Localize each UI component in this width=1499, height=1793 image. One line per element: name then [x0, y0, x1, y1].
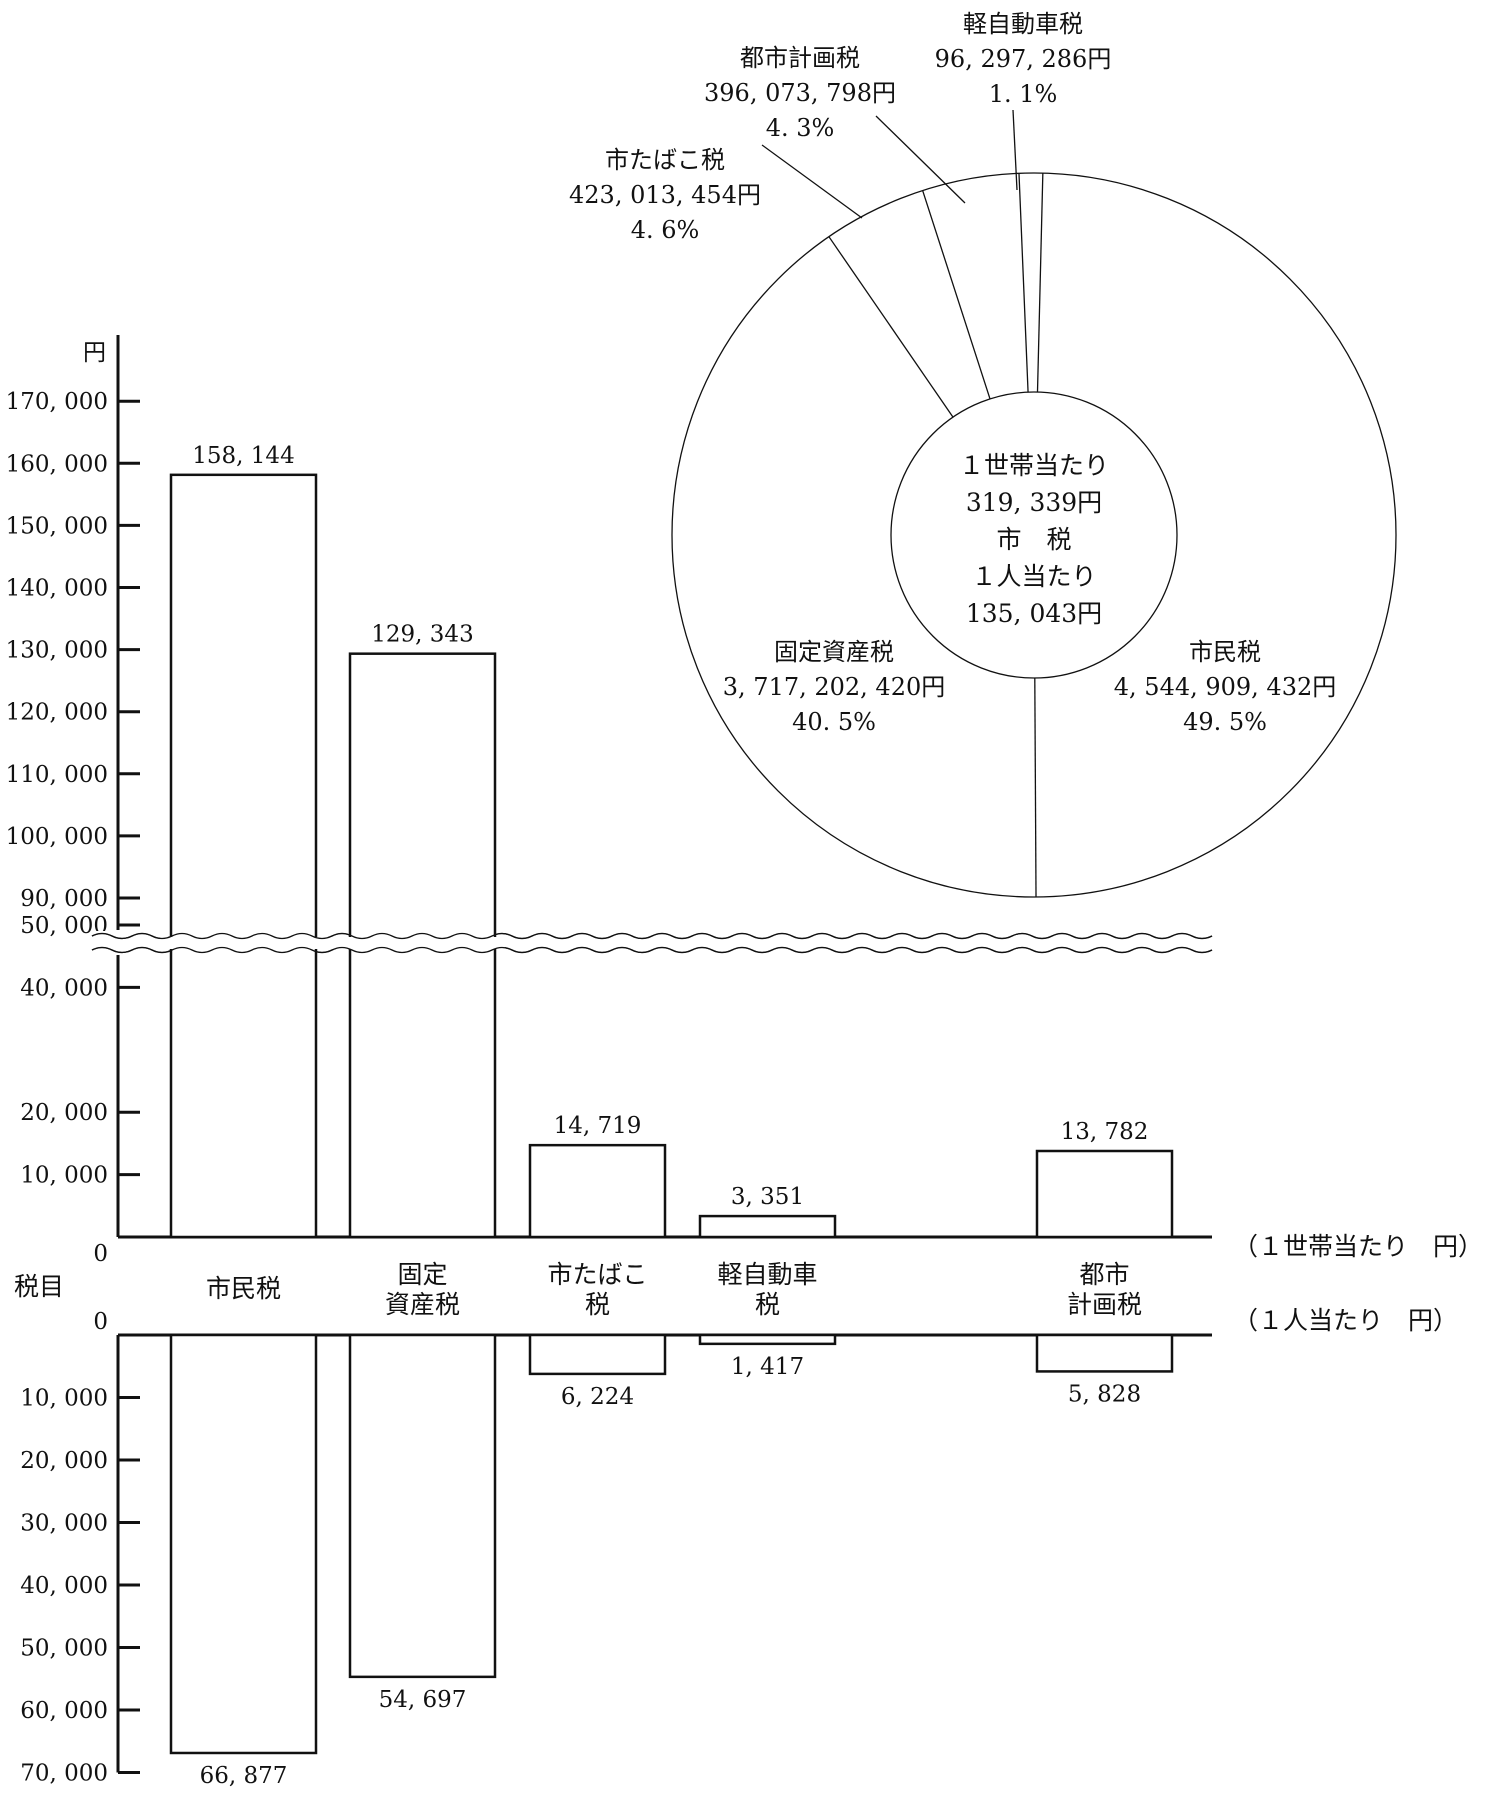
per-person-bar: [698, 1333, 837, 1346]
household-value-label: 129, 343: [371, 622, 473, 648]
axis-title-label: 税目: [14, 1272, 64, 1301]
leader-line-light-vehicle: [1012, 109, 1018, 191]
category-label: 市たばこ: [547, 1260, 647, 1289]
slice-amount-label: 4, 544, 909, 432円: [1114, 673, 1336, 701]
household-value-label: 158, 144: [192, 443, 294, 469]
upper-tick-label: 90, 000: [20, 886, 108, 912]
per-person-value-label: 6, 224: [561, 1384, 634, 1410]
lower-tick-label: 50, 000: [20, 1636, 108, 1662]
category-label: 市民税: [206, 1274, 281, 1303]
household-value-label: 3, 351: [731, 1184, 804, 1210]
per-person-bar: [528, 1333, 667, 1376]
upper-tick-label: 20, 000: [20, 1100, 108, 1126]
slice-amount-label: 3, 717, 202, 420円: [723, 673, 945, 701]
lower-y-axis: 0 10, 000 20, 000 30, 000 40, 000 50, 000 60, …: [14, 1232, 1483, 1787]
slice-amount-label: 96, 297, 286円: [935, 45, 1112, 73]
donut-center-text: 319, 339円: [966, 488, 1102, 517]
slice-name-label: 市民税: [1189, 638, 1261, 666]
category-label: 資産税: [385, 1290, 460, 1319]
per-person-value-label: 54, 697: [379, 1687, 467, 1713]
bar-break-wave-top: [91, 932, 1213, 940]
per-person-bars: 66, 877 54, 697 6, 224 1, 417 5, 828: [169, 1333, 1174, 1789]
donut-slice-boundary: [828, 236, 954, 418]
category-label: 計画税: [1067, 1290, 1142, 1319]
per-person-value-label: 5, 828: [1068, 1381, 1141, 1407]
donut-slice-boundary: [1018, 173, 1029, 393]
per-person-bar: [348, 1333, 497, 1679]
series-label-household: （１世帯当たり 円）: [1233, 1232, 1483, 1261]
lower-tick-label: 0: [93, 1309, 108, 1335]
slice-percent-label: 49. 5%: [1183, 708, 1267, 736]
lower-tick-label: 70, 000: [20, 1761, 108, 1787]
household-value-label: 14, 719: [554, 1113, 642, 1139]
household-bar: [698, 1214, 837, 1239]
lower-tick-label: 30, 000: [20, 1511, 108, 1537]
slice-name-label: 固定資産税: [774, 638, 894, 666]
lower-tick-label: 60, 000: [20, 1698, 108, 1724]
per-person-bar: [1035, 1333, 1174, 1373]
household-value-label: 13, 782: [1061, 1119, 1149, 1145]
bar-break-wave-bottom: [91, 946, 1213, 954]
donut-center-text: １人当たり: [971, 562, 1096, 591]
slice-name-label: 市たばこ税: [605, 146, 725, 174]
donut-slice-boundary: [922, 190, 991, 400]
slice-name-label: 都市計画税: [740, 44, 860, 72]
lower-tick-label: 10, 000: [20, 1386, 108, 1412]
slice-amount-label: 423, 013, 454円: [569, 181, 761, 209]
per-person-bar: [169, 1333, 318, 1755]
donut-center-text: １世帯当たり: [959, 451, 1109, 480]
donut-center-text: 市 税: [996, 525, 1071, 554]
unit-label: 円: [83, 340, 106, 366]
lower-tick-label: 40, 000: [20, 1573, 108, 1599]
bar-break-mask: [160, 937, 505, 949]
upper-tick-label: 160, 000: [6, 451, 108, 477]
series-label-per-person: （１人当たり 円）: [1233, 1306, 1458, 1335]
leader-line-city-planning: [875, 115, 966, 204]
donut-slice-boundary: [1034, 677, 1037, 897]
category-label: 税: [755, 1290, 780, 1319]
upper-tick-label: 150, 000: [6, 513, 108, 539]
upper-tick-label: 40, 000: [20, 975, 108, 1001]
donut-center-text: 135, 043円: [966, 599, 1102, 628]
upper-tick-label: 140, 000: [6, 576, 108, 602]
household-bar: [528, 1143, 667, 1239]
upper-tick-label: 130, 000: [6, 638, 108, 664]
household-bars: 158, 144 129, 343 14, 719 3, 351 13, 782: [91, 443, 1213, 1239]
slice-percent-label: 40. 5%: [792, 708, 876, 736]
upper-tick-label: 0: [93, 1241, 108, 1267]
donut-outer-ring: [671, 172, 1397, 898]
category-label: 税: [585, 1290, 610, 1319]
leader-line-tobacco: [761, 144, 863, 219]
category-label: 軽自動車: [717, 1260, 817, 1289]
category-label: 都市: [1079, 1260, 1129, 1289]
per-person-value-label: 1, 417: [731, 1354, 804, 1380]
category-label: 固定: [397, 1260, 447, 1289]
upper-tick-label: 120, 000: [6, 700, 108, 726]
upper-tick-label: 170, 000: [6, 389, 108, 415]
slice-amount-label: 396, 073, 798円: [704, 79, 896, 107]
upper-tick-label: 10, 000: [20, 1163, 108, 1189]
upper-tick-label: 110, 000: [6, 762, 108, 788]
lower-tick-label: 20, 000: [20, 1448, 108, 1474]
slice-percent-label: 4. 6%: [631, 216, 700, 244]
slice-name-label: 軽自動車税: [963, 10, 1083, 38]
per-person-value-label: 66, 877: [200, 1763, 288, 1789]
upper-tick-label: 100, 000: [6, 824, 108, 850]
household-bar: [1035, 1149, 1174, 1239]
slice-percent-label: 1. 1%: [989, 80, 1058, 108]
household-bar: [169, 473, 318, 1239]
slice-percent-label: 4. 3%: [766, 114, 835, 142]
donut-slice-boundary: [1036, 173, 1044, 393]
donut-inner-ring: [890, 391, 1178, 679]
